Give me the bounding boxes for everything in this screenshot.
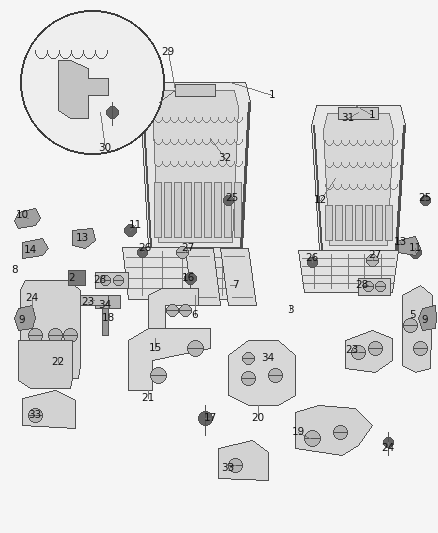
Text: 27: 27 [368,250,381,260]
Text: 11: 11 [128,220,141,230]
Text: 25: 25 [226,193,239,203]
Text: 28: 28 [355,280,369,290]
Text: 34: 34 [99,300,112,310]
Text: 25: 25 [418,193,431,203]
Text: 7: 7 [232,280,238,290]
Text: 24: 24 [25,293,39,303]
Text: 6: 6 [192,310,198,320]
Text: 22: 22 [51,357,65,367]
Text: 27: 27 [181,243,194,253]
Text: 2: 2 [69,273,75,283]
Text: 9: 9 [19,315,25,325]
Text: 26: 26 [138,243,152,253]
Text: 34: 34 [261,353,275,363]
Text: 31: 31 [341,113,355,123]
Text: 3: 3 [287,305,293,315]
Text: 21: 21 [141,393,155,403]
Text: 11: 11 [408,243,422,253]
Text: 10: 10 [15,210,28,220]
Text: 1: 1 [369,110,375,120]
Text: 13: 13 [75,233,88,243]
Text: 9: 9 [422,315,428,325]
Text: 26: 26 [305,253,318,263]
Text: 1: 1 [268,90,276,100]
Text: 23: 23 [346,345,359,355]
Text: 17: 17 [203,413,217,423]
Text: 24: 24 [381,443,395,453]
Text: 14: 14 [23,245,37,255]
Text: 8: 8 [12,265,18,275]
Text: 20: 20 [251,413,265,423]
Text: 33: 33 [221,463,235,473]
Text: 30: 30 [99,143,112,153]
Text: 33: 33 [28,410,42,420]
Text: 15: 15 [148,343,162,353]
Text: 16: 16 [181,273,194,283]
Text: 13: 13 [393,237,406,247]
Text: 29: 29 [161,47,175,57]
Text: 5: 5 [409,310,415,320]
Text: 19: 19 [291,427,304,437]
Text: 18: 18 [101,313,115,323]
Text: 12: 12 [313,195,327,205]
Text: 28: 28 [93,275,106,285]
Text: 23: 23 [81,297,95,307]
Text: 32: 32 [219,153,232,163]
